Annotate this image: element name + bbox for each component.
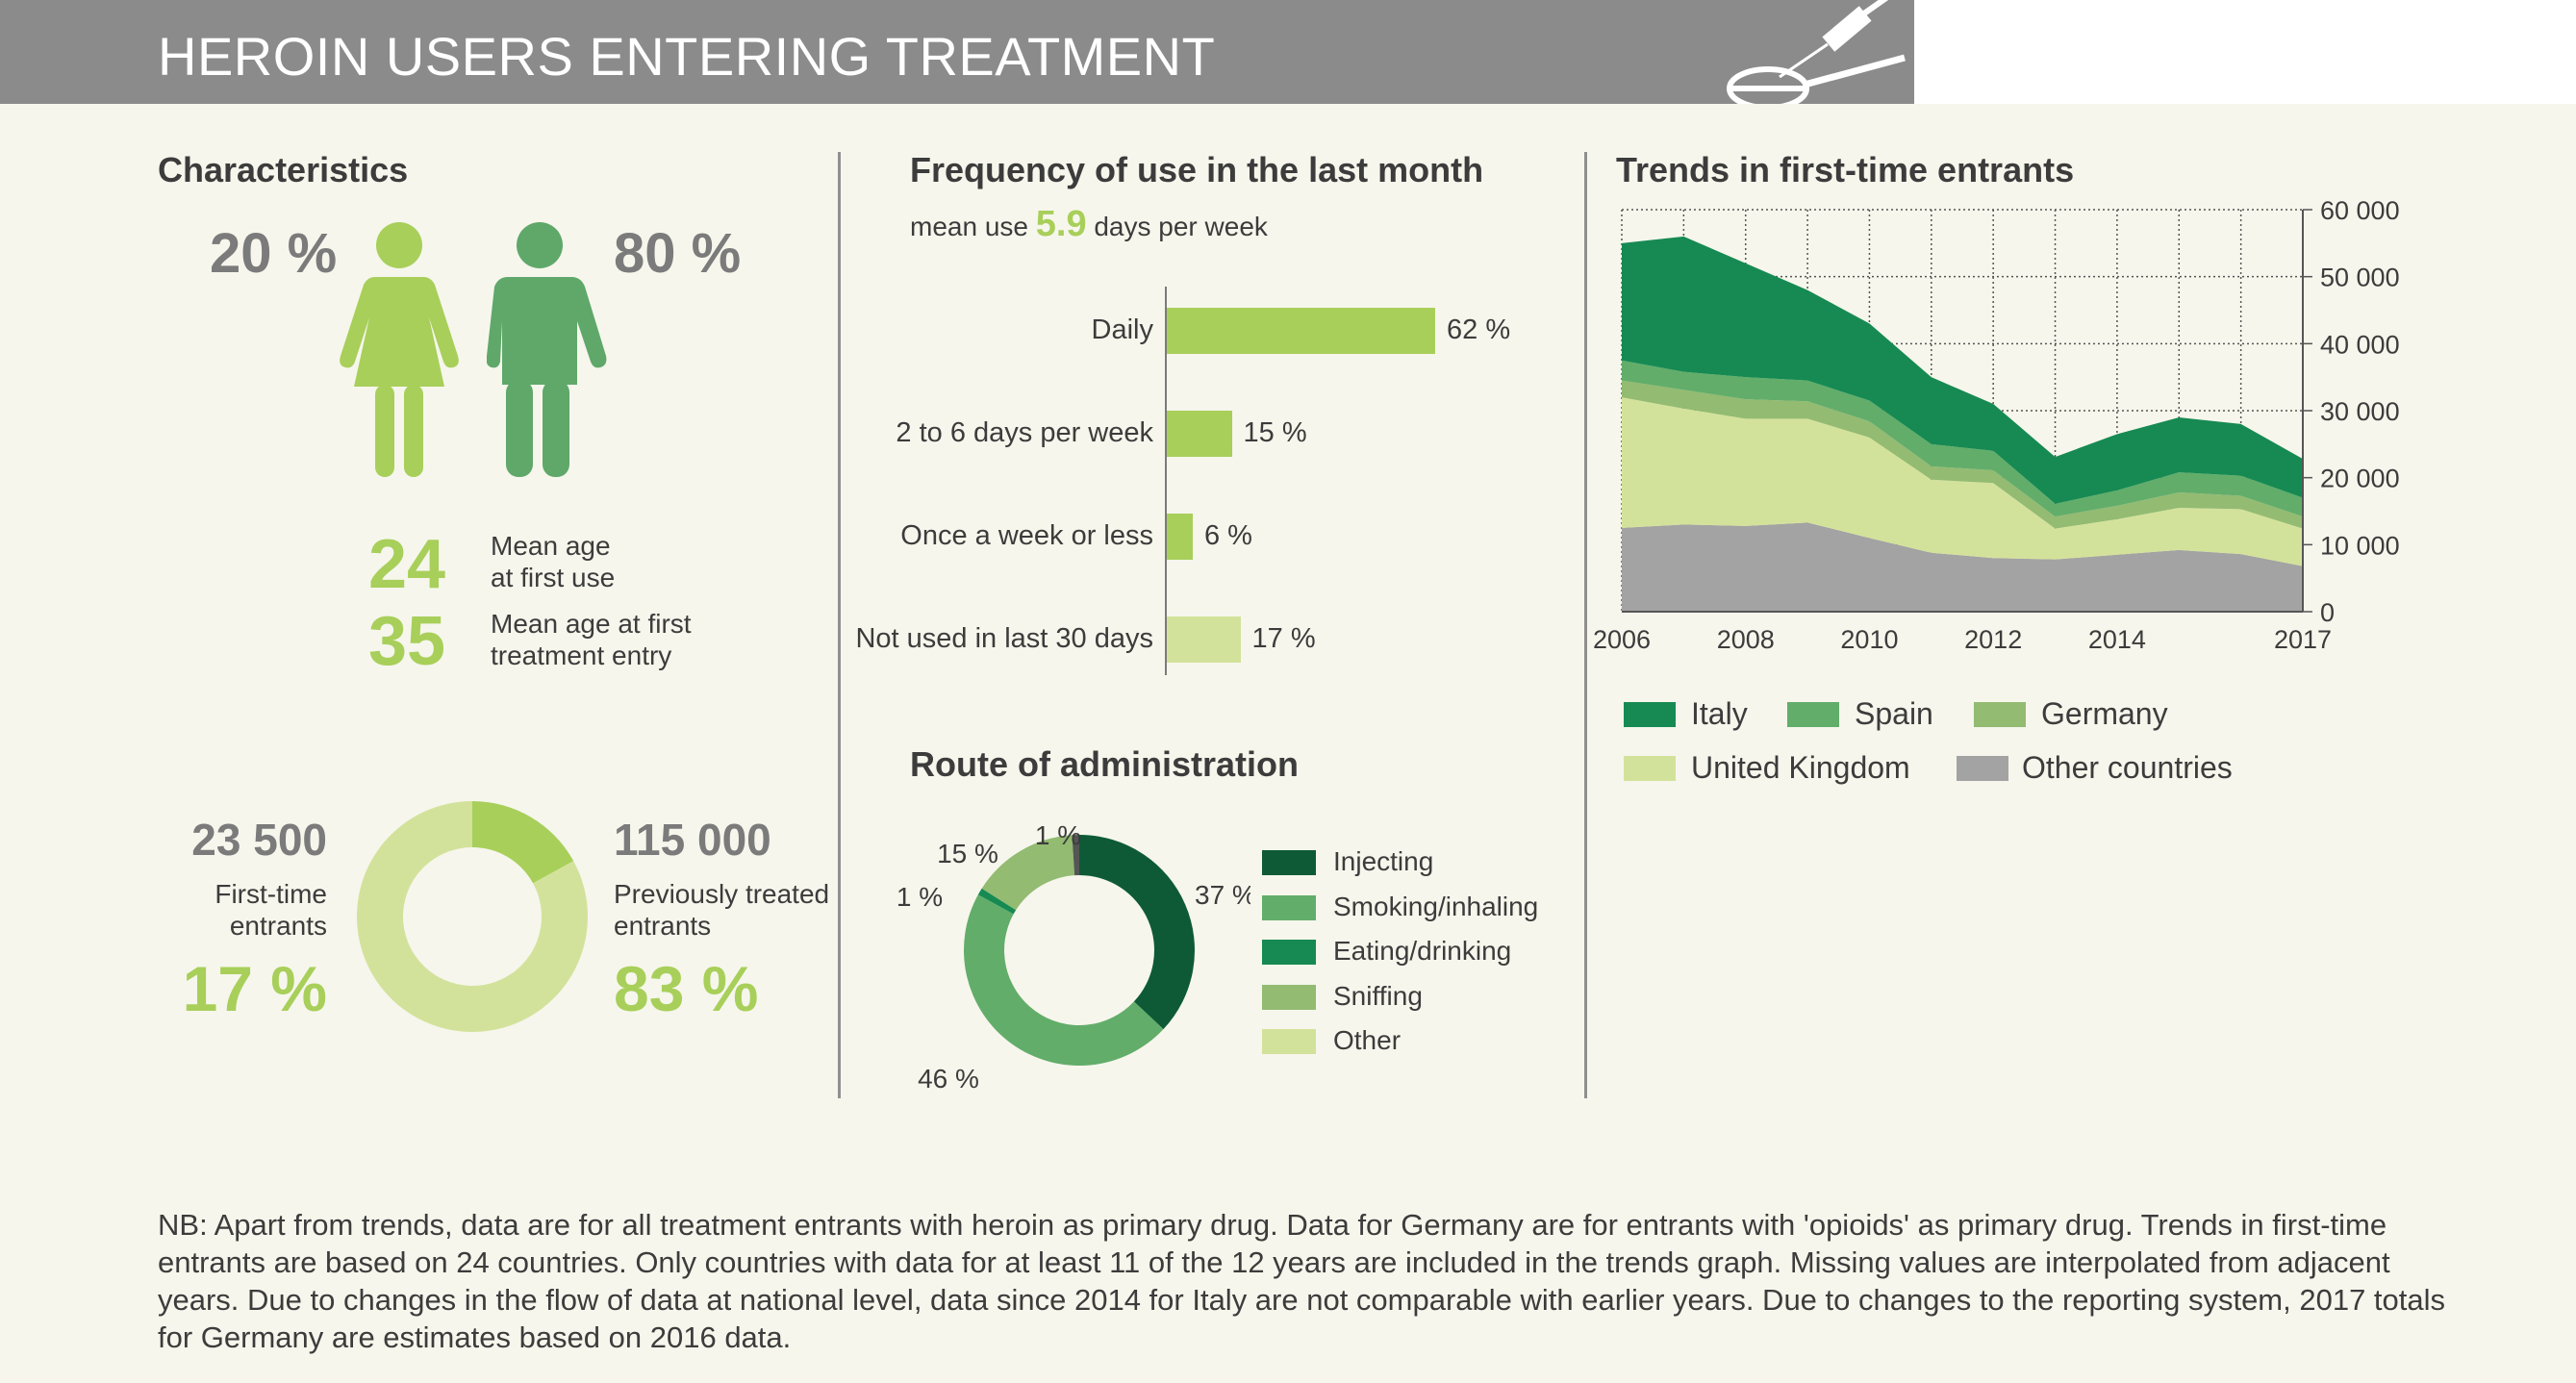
mean-use-suffix: days per week <box>1094 212 1268 241</box>
route-legend-label: Eating/drinking <box>1333 936 1512 966</box>
separator-right <box>1584 152 1587 1098</box>
trends-legend-label: Germany <box>2041 696 2168 731</box>
trends-title: Trends in first-time entrants <box>1616 150 2075 189</box>
trends-legend-label: Spain <box>1855 696 1933 731</box>
frequency-bar <box>1167 616 1241 663</box>
frequency-bar-value: 15 % <box>1243 417 1307 448</box>
route-legend-label: Injecting <box>1333 846 1434 876</box>
header-bar: HEROIN USERS ENTERING TREATMENT <box>0 0 1914 104</box>
trends-legend-label: Other countries <box>2022 750 2233 785</box>
frequency-bar-label: Once a week or less <box>900 520 1153 551</box>
trends-legend-swatch <box>1957 756 2008 781</box>
previously-label-1: Previously treated <box>614 879 830 909</box>
trends-y-tick: 40 000 <box>2320 330 2400 359</box>
previously-percent: 83 % <box>614 953 759 1024</box>
mean-age-first-use-label-1: Mean age <box>491 531 611 561</box>
frequency-axis <box>1165 287 1167 675</box>
route-slice-eating-drinking <box>977 888 1017 915</box>
mean-age-treatment-label-2: treatment entry <box>491 641 672 670</box>
entrants-slice-previously-treated <box>357 801 588 1032</box>
trends-x-tick: 2017 <box>2274 625 2332 654</box>
mean-use-prefix: mean use <box>910 212 1028 241</box>
female-icon <box>340 222 459 477</box>
route-legend-label: Other <box>1333 1025 1402 1055</box>
route-legend-swatch <box>1262 850 1316 875</box>
route-value-label: 1 % <box>897 882 943 912</box>
header-white-area <box>1914 0 2576 104</box>
male-icon <box>487 222 607 477</box>
route-donut-chart: 37 % 46 % 1 % 15 % 1 % <box>897 820 1250 1094</box>
mean-age-first-use-label-2: at first use <box>491 563 616 592</box>
route-legend-label: Sniffing <box>1333 980 1423 1011</box>
entrants-slice-first-time <box>472 801 574 884</box>
trends-area-italy <box>1622 236 2303 504</box>
mean-age-first-use: 24 <box>368 526 446 603</box>
female-percent: 20 % <box>210 222 338 285</box>
mean-age-treatment: 35 <box>368 603 446 680</box>
page-title: HEROIN USERS ENTERING TREATMENT <box>158 26 1216 87</box>
route-value-label: 46 % <box>918 1064 979 1094</box>
route-value-label: 15 % <box>937 839 998 868</box>
trends-legend-swatch <box>1974 702 2026 727</box>
trends-x-tick: 2012 <box>1964 625 2022 654</box>
frequency-bar-label: Daily <box>1091 314 1153 345</box>
route-title: Route of administration <box>910 744 1299 784</box>
route-legend-label: Smoking/inhaling <box>1333 891 1539 921</box>
route-slice-other <box>1072 835 1079 876</box>
trends-y-tick: 50 000 <box>2320 264 2400 292</box>
frequency-bar <box>1167 514 1193 560</box>
trends-y-tick: 30 000 <box>2320 397 2400 426</box>
frequency-bar-label: 2 to 6 days per week <box>896 417 1153 448</box>
route-legend-swatch <box>1262 984 1316 1010</box>
frequency-bar <box>1167 411 1232 457</box>
frequency-bar <box>1167 308 1435 354</box>
route-value-label: 1 % <box>1035 820 1081 850</box>
first-time-percent: 17 % <box>182 953 327 1024</box>
trends-area-germany <box>1622 380 2303 529</box>
frequency-bar-value: 6 % <box>1204 520 1252 551</box>
previously-label-2: entrants <box>614 911 712 941</box>
route-slice-smoking-inhaling <box>964 894 1164 1066</box>
previously-count: 115 000 <box>614 815 771 865</box>
frequency-title: Frequency of use in the last month <box>910 150 1484 189</box>
trends-area-other-countries <box>1622 522 2303 612</box>
characteristics-title: Characteristics <box>158 150 409 189</box>
frequency-bar-value: 62 % <box>1447 314 1511 345</box>
route-legend-swatch <box>1262 1029 1316 1054</box>
trends-legend-label: United Kingdom <box>1691 750 1910 785</box>
route-slice-sniffing <box>981 835 1075 911</box>
entrants-donut-chart <box>357 801 588 1032</box>
trends-legend-swatch <box>1624 756 1676 781</box>
frequency-bar-label: Not used in last 30 days <box>855 623 1153 654</box>
trends-y-tick: 20 000 <box>2320 465 2400 493</box>
route-slice-injecting <box>1079 835 1195 1030</box>
trends-y-tick: 10 000 <box>2320 531 2400 560</box>
trends-y-tick: 60 000 <box>2320 196 2400 225</box>
route-legend-swatch <box>1262 940 1316 965</box>
route-value-label: 37 % <box>1195 880 1250 910</box>
male-percent: 80 % <box>614 222 742 285</box>
trends-legend-swatch <box>1787 702 1839 727</box>
trends-x-tick: 2010 <box>1840 625 1898 654</box>
route-legend-swatch <box>1262 894 1316 920</box>
footnote: NB: Apart from trends, data are for all … <box>158 1208 2446 1354</box>
trends-legend-swatch <box>1624 702 1676 727</box>
first-time-label-1: First-time <box>215 879 327 909</box>
frequency-bar-value: 17 % <box>1251 623 1316 654</box>
mean-age-treatment-label-1: Mean age at first <box>491 609 692 639</box>
trends-area-united-kingdom <box>1622 397 2303 566</box>
mean-use-line: mean use 5.9 days per week <box>910 204 1268 245</box>
trends-x-tick: 2006 <box>1593 625 1651 654</box>
trends-legend-label: Italy <box>1691 696 1748 731</box>
trends-area-chart: 0 10 000 20 000 30 000 40 000 50 000 60 000 200… <box>1593 196 2400 654</box>
trends-x-tick: 2014 <box>2088 625 2146 654</box>
first-time-count: 23 500 <box>191 815 327 865</box>
trends-area-spain <box>1622 360 2303 517</box>
trends-x-tick: 2008 <box>1717 625 1775 654</box>
first-time-label-2: entrants <box>229 911 327 941</box>
trends-y-tick: 0 <box>2320 598 2335 627</box>
mean-use-value: 5.9 <box>1035 204 1087 244</box>
syringe-spoon-icon <box>1727 0 1906 104</box>
separator-left <box>838 152 841 1098</box>
